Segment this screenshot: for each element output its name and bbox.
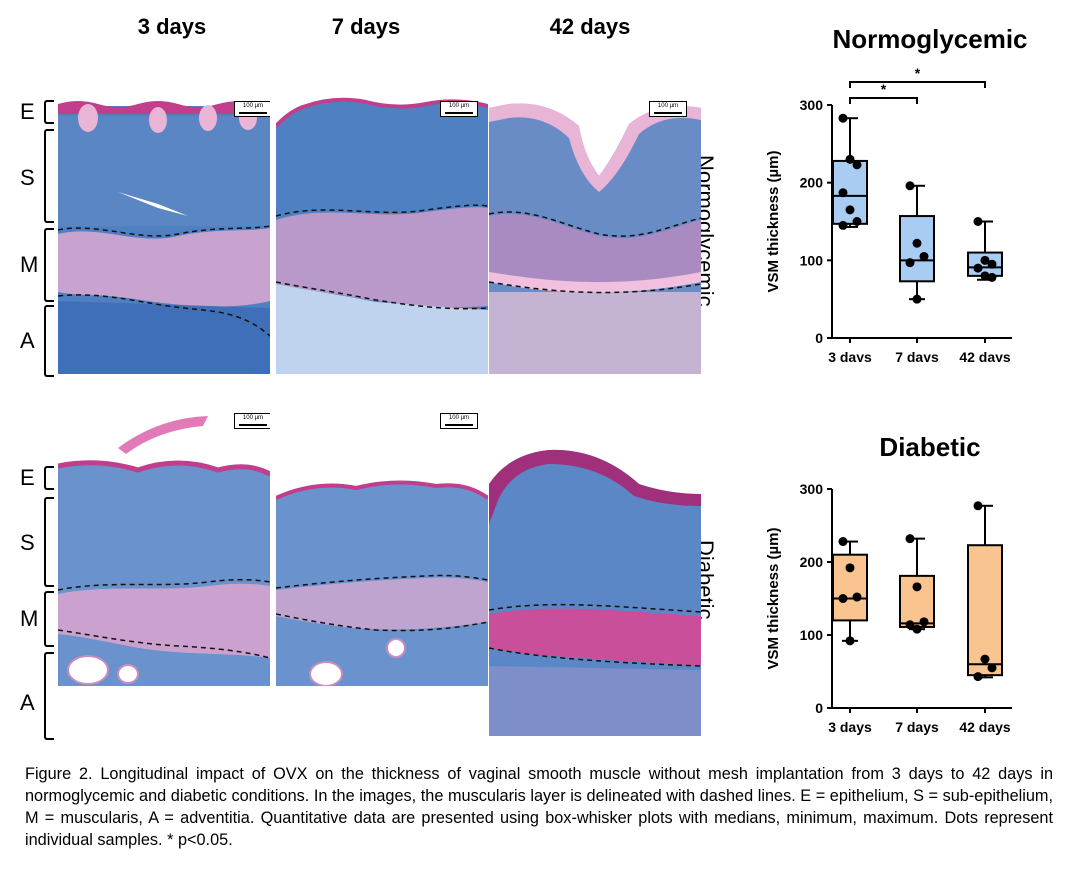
box-plot-normoglycemic: 0 100 200 300 VSM thickness (µm) 3 days 7 days… bbox=[765, 65, 1012, 362]
significance-bar bbox=[849, 97, 918, 104]
data-point bbox=[919, 251, 929, 261]
box bbox=[899, 215, 935, 283]
y-tick-label: 0 bbox=[815, 700, 823, 716]
data-point bbox=[987, 663, 997, 673]
layer-bracket-s bbox=[44, 497, 54, 587]
data-point bbox=[912, 582, 922, 592]
data-point bbox=[838, 594, 848, 603]
data-point bbox=[845, 205, 855, 215]
data-point bbox=[980, 271, 990, 281]
layer-label-adventitia: A bbox=[20, 328, 35, 353]
data-point bbox=[845, 636, 855, 646]
x-tick-label: 42 days bbox=[959, 719, 1011, 735]
scale-bar: 100 µm bbox=[234, 101, 270, 117]
layer-label-epithelium: E bbox=[20, 99, 35, 124]
box bbox=[832, 159, 868, 225]
chart-title-diabetic: Diabetic bbox=[879, 432, 981, 462]
layer-label-epithelium: E bbox=[20, 465, 35, 490]
y-tick-label: 100 bbox=[800, 627, 824, 643]
layer-label-subepithelium: S bbox=[20, 530, 35, 555]
data-point bbox=[838, 188, 848, 198]
histology-normo-3-days: 100 µm bbox=[58, 96, 270, 374]
data-point bbox=[905, 258, 915, 268]
data-point bbox=[912, 624, 922, 634]
data-point bbox=[838, 220, 848, 230]
data-point bbox=[973, 501, 983, 511]
data-point bbox=[987, 259, 997, 269]
x-tick-label: 7 days bbox=[895, 719, 939, 735]
layer-bracket-e bbox=[44, 100, 54, 124]
box bbox=[967, 544, 1003, 677]
data-point bbox=[905, 181, 915, 191]
y-tick-label: 100 bbox=[800, 252, 824, 268]
histology-diabetic-3-days: 100 µm bbox=[58, 408, 270, 686]
y-tick-label: 300 bbox=[800, 97, 824, 113]
layer-label-muscularis: M bbox=[20, 606, 39, 631]
significance-label: * bbox=[915, 65, 921, 81]
data-point bbox=[838, 113, 848, 123]
significance-bar bbox=[849, 81, 986, 88]
figure-caption: Figure 2. Longitudinal impact of OVX on … bbox=[25, 765, 1053, 849]
data-point bbox=[905, 620, 915, 630]
layer-bracket-e bbox=[44, 466, 54, 490]
data-point bbox=[852, 160, 862, 170]
data-point bbox=[852, 592, 862, 602]
data-point bbox=[973, 217, 983, 226]
histology-diabetic-7-days: 100 µm bbox=[276, 408, 488, 686]
data-point bbox=[912, 294, 922, 304]
data-point bbox=[852, 217, 862, 226]
y-axis-label: VSM thickness (µm) bbox=[765, 527, 782, 669]
y-tick-label: 0 bbox=[815, 330, 823, 346]
data-point bbox=[838, 537, 848, 547]
layer-bracket-m bbox=[44, 591, 54, 647]
x-tick-label: 3 days bbox=[828, 349, 872, 362]
data-point bbox=[973, 672, 983, 682]
layer-bracket-a bbox=[44, 652, 54, 740]
column-header-7-days: 7 days bbox=[331, 14, 401, 39]
y-tick-label: 300 bbox=[800, 481, 824, 497]
scale-bar: 100 µm bbox=[440, 413, 478, 429]
x-tick-label: 42 days bbox=[959, 349, 1011, 362]
y-tick-label: 200 bbox=[800, 175, 824, 191]
x-tick-label: 3 days bbox=[828, 719, 872, 735]
data-point bbox=[919, 617, 929, 627]
histology-normo-7-days: 100 µm bbox=[276, 96, 488, 374]
data-point bbox=[980, 654, 990, 664]
data-point bbox=[912, 238, 922, 248]
chart-title-normoglycemic: Normoglycemic bbox=[832, 24, 1028, 54]
layer-label-muscularis: M bbox=[20, 252, 39, 277]
column-header-3-days: 3 days bbox=[137, 14, 207, 39]
scale-bar: 100 µm bbox=[649, 101, 687, 117]
significance-label: * bbox=[881, 81, 887, 97]
histology-normo-42-days: 100 µm bbox=[489, 96, 701, 374]
y-axis-label: VSM thickness (µm) bbox=[765, 150, 782, 292]
layer-bracket-s bbox=[44, 129, 54, 223]
data-point bbox=[973, 263, 983, 273]
box-plot-diabetic: 0 100 200 300 VSM thickness (µm) 3 days 7 days… bbox=[765, 481, 1012, 735]
scale-bar: 100 µm bbox=[234, 413, 270, 429]
layer-label-subepithelium: S bbox=[20, 165, 35, 190]
scale-bar: 100 µm bbox=[440, 101, 478, 117]
layer-bracket-a bbox=[44, 305, 54, 377]
layer-bracket-m bbox=[44, 228, 54, 302]
data-point bbox=[845, 154, 855, 164]
data-point bbox=[987, 272, 997, 282]
x-tick-label: 7 days bbox=[895, 349, 939, 362]
data-point bbox=[905, 534, 915, 544]
layer-label-adventitia: A bbox=[20, 690, 35, 715]
column-header-42-days: 42 days bbox=[549, 14, 631, 39]
y-tick-label: 200 bbox=[800, 554, 824, 570]
data-point bbox=[980, 255, 990, 265]
data-point bbox=[845, 563, 855, 573]
histology-diabetic-42-days: 100 µm bbox=[489, 444, 701, 736]
